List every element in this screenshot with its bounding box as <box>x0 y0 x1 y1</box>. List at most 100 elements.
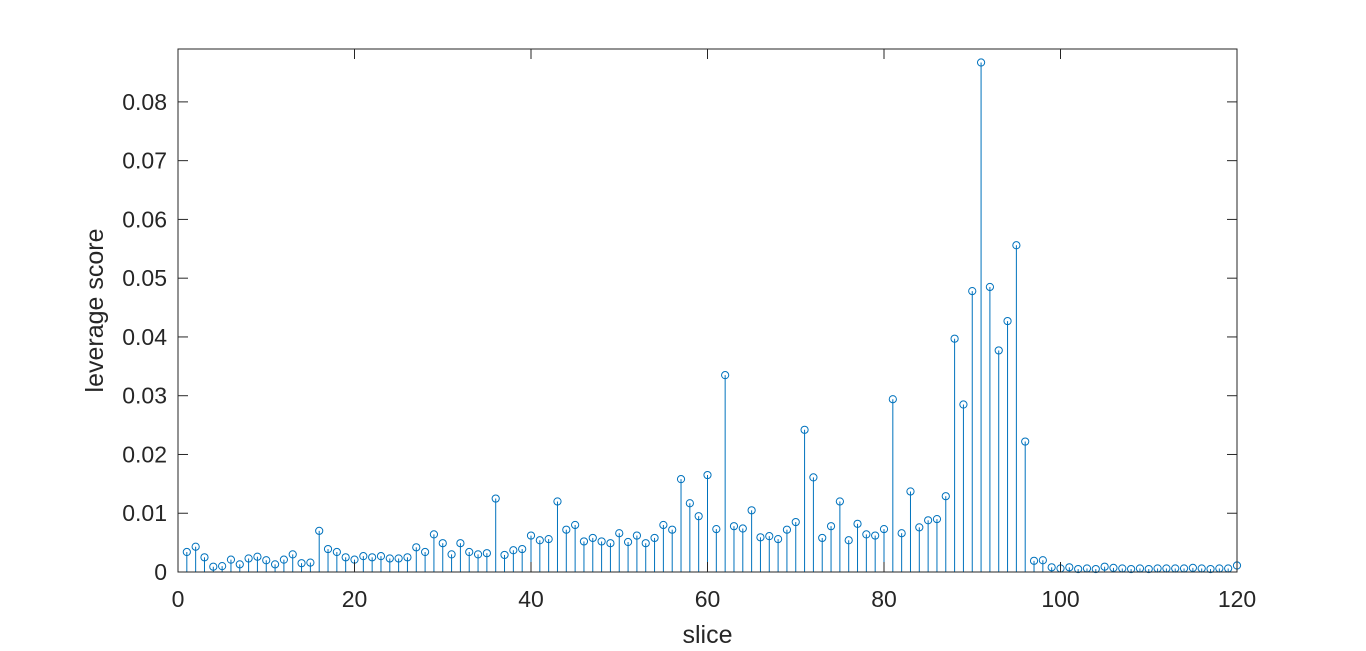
y-tick-label: 0.01 <box>122 500 167 526</box>
x-tick-label: 40 <box>518 586 544 612</box>
data-point <box>553 497 562 506</box>
data-point <box>1021 437 1030 446</box>
data-point <box>1109 563 1118 572</box>
data-point <box>1188 563 1197 572</box>
data-point <box>844 536 853 545</box>
data-point <box>888 395 897 404</box>
data-point <box>800 425 809 434</box>
data-point <box>1091 564 1100 574</box>
y-tick-label: 0.02 <box>122 441 167 467</box>
data-point <box>509 546 518 555</box>
data-point <box>341 553 350 562</box>
data-point <box>394 554 403 563</box>
data-point <box>932 515 942 524</box>
data-point <box>871 531 880 540</box>
data-point <box>579 537 589 546</box>
data-point <box>279 555 288 564</box>
x-tick-label: 80 <box>871 586 897 612</box>
data-point <box>359 552 368 561</box>
data-point <box>323 544 333 554</box>
data-point <box>403 553 412 562</box>
x-tick-label: 120 <box>1218 586 1256 612</box>
data-point <box>906 487 915 496</box>
data-point <box>500 550 509 560</box>
data-point <box>959 400 968 409</box>
data-point <box>332 547 341 557</box>
data-point <box>429 530 439 539</box>
data-point <box>491 494 500 503</box>
data-point <box>782 525 792 534</box>
data-point <box>1065 563 1074 572</box>
data-point <box>738 524 747 533</box>
data-point <box>703 470 712 480</box>
stem-markers <box>182 58 1242 574</box>
y-tick-label: 0.04 <box>122 324 167 350</box>
x-axis-label: slice <box>682 621 732 649</box>
data-point <box>421 547 430 557</box>
data-point <box>1127 564 1136 574</box>
data-point <box>1206 564 1215 574</box>
data-point <box>262 556 271 565</box>
data-point <box>235 560 244 569</box>
data-point <box>1012 241 1021 250</box>
data-point <box>562 525 571 534</box>
data-point <box>985 282 995 292</box>
data-point <box>668 525 677 534</box>
data-point <box>791 517 800 527</box>
x-tick-label: 100 <box>1041 586 1079 612</box>
data-point <box>218 562 227 571</box>
data-point <box>729 522 739 531</box>
y-tick-label: 0.05 <box>122 265 167 291</box>
data-point <box>756 533 765 542</box>
data-point <box>826 522 836 531</box>
data-point <box>976 58 986 67</box>
data-point <box>1029 556 1039 565</box>
data-point <box>544 534 553 544</box>
data-point <box>376 552 386 561</box>
data-point <box>694 512 703 521</box>
data-point <box>438 539 447 548</box>
data-point <box>447 550 456 559</box>
data-point <box>950 334 959 343</box>
data-point <box>606 539 615 548</box>
x-tick-label: 0 <box>172 586 185 612</box>
data-point <box>659 520 668 530</box>
y-tick-label: 0 <box>154 559 167 585</box>
data-point <box>182 547 191 557</box>
data-point <box>518 544 527 554</box>
data-point <box>676 475 686 484</box>
data-point <box>306 558 315 567</box>
data-point <box>191 542 200 551</box>
x-tick-label: 20 <box>342 586 368 612</box>
x-tick-label: 60 <box>695 586 721 612</box>
y-tick-label: 0.06 <box>122 206 167 232</box>
data-point <box>200 553 209 562</box>
data-point <box>226 555 236 564</box>
data-point <box>465 547 474 557</box>
data-point <box>368 553 377 562</box>
data-point <box>473 550 483 559</box>
data-point <box>244 554 253 563</box>
data-point <box>1003 316 1012 326</box>
data-point <box>879 525 889 534</box>
data-point <box>968 287 977 296</box>
data-point <box>747 506 756 515</box>
data-point <box>588 533 597 543</box>
y-axis: 0 0.01 0.02 0.03 0.04 0.05 0.06 0.07 0.08 <box>122 89 1237 585</box>
data-point <box>924 516 933 525</box>
data-point <box>853 519 862 528</box>
data-point <box>641 539 650 548</box>
data-point <box>1038 556 1047 565</box>
data-point <box>315 526 324 535</box>
data-point <box>685 499 694 508</box>
data-point <box>623 537 633 547</box>
data-point <box>482 549 491 558</box>
x-axis: 0 20 40 60 80 100 120 <box>172 49 1256 612</box>
data-point <box>535 536 544 545</box>
y-tick-label: 0.03 <box>122 383 167 409</box>
data-point <box>835 497 844 506</box>
data-point <box>253 552 262 561</box>
data-point <box>385 554 394 563</box>
data-point <box>270 560 280 569</box>
data-point <box>297 559 306 568</box>
